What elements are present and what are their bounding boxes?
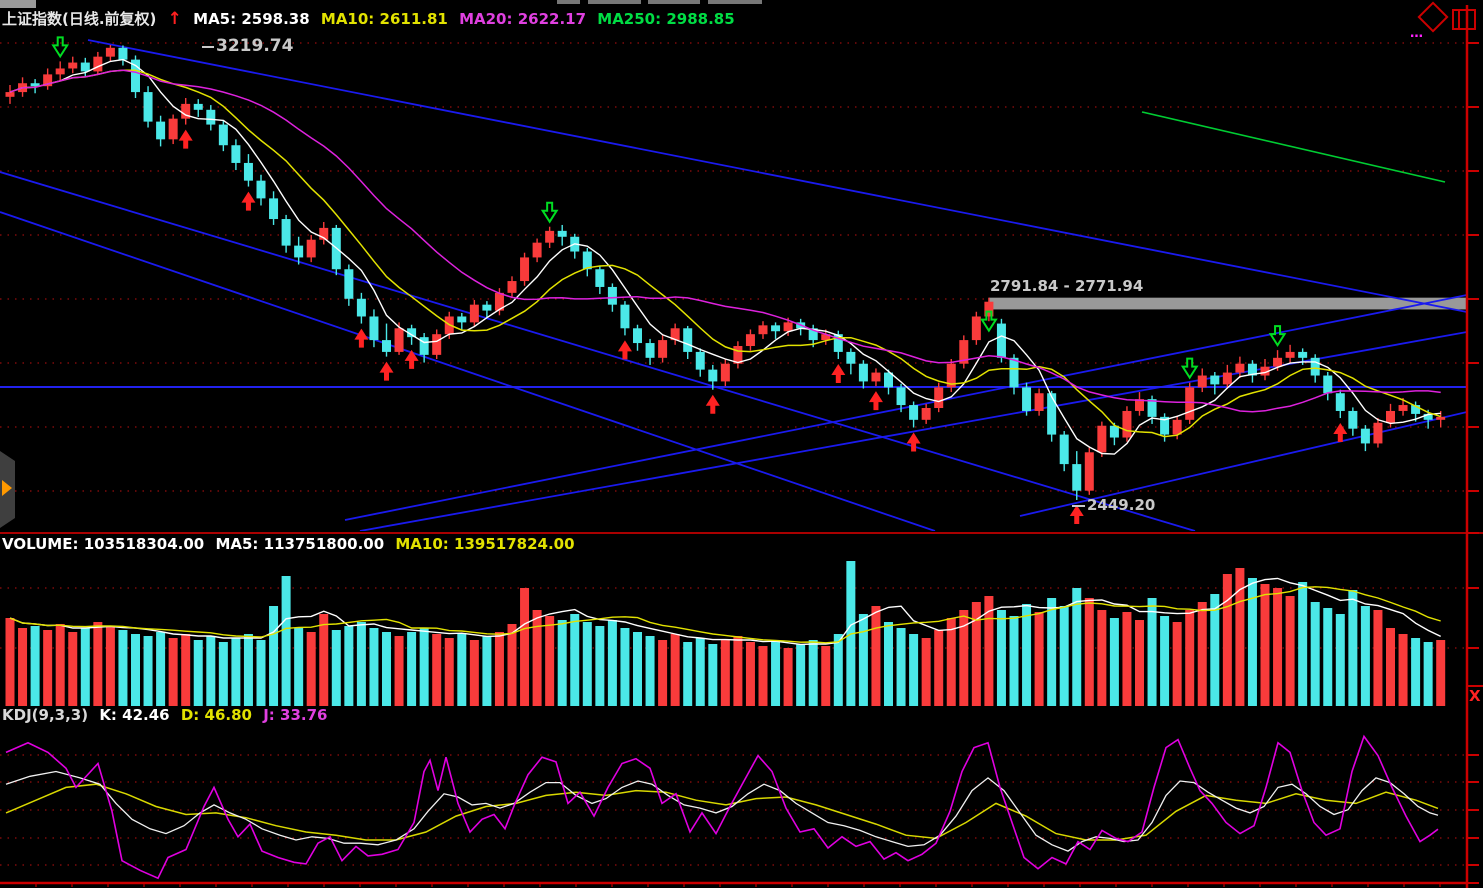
kdj-header: KDJ(9,3,3) K: 42.46 D: 46.80 J: 33.76	[2, 706, 333, 724]
volume-ma5-value: MA5: 113751800.00	[215, 535, 385, 553]
close-pane-button[interactable]: X	[1469, 687, 1481, 705]
ma250-value: MA250: 2988.85	[597, 10, 735, 28]
main-chart-header: 上证指数(日线.前复权) ↑ MA5: 2598.38 MA10: 2611.8…	[2, 8, 741, 29]
split-pane-icon[interactable]	[1452, 9, 1476, 30]
up-arrow-icon: ↑	[167, 9, 182, 29]
window-edge-fragment	[557, 0, 580, 4]
window-edge-fragment	[648, 0, 700, 4]
window-edge-fragment	[708, 0, 762, 4]
kdj-j-value: J: 33.76	[263, 706, 328, 724]
sidebar-expand-tab[interactable]	[0, 451, 15, 528]
kdj-name: KDJ(9,3,3)	[2, 706, 89, 724]
ma5-value: MA5: 2598.38	[193, 10, 310, 28]
low-price-label: 2449.20	[1072, 496, 1155, 514]
gap-price-label: 2791.84 - 2771.94	[990, 277, 1144, 295]
toolbar-icons: …	[1404, 0, 1483, 40]
expand-arrow-icon	[2, 480, 12, 496]
kdj-k-value: K: 42.46	[99, 706, 170, 724]
volume-header: VOLUME: 103518304.00 MA5: 113751800.00 M…	[2, 535, 581, 553]
peak-price-label: 3219.74	[216, 36, 294, 56]
window-edge-fragment	[0, 0, 36, 8]
more-options-icon[interactable]: …	[1410, 26, 1427, 41]
symbol-title: 上证指数(日线.前复权)	[2, 10, 157, 28]
ma20-value: MA20: 2622.17	[459, 10, 587, 28]
volume-ma10-value: MA10: 139517824.00	[395, 535, 575, 553]
ma10-value: MA10: 2611.81	[320, 10, 448, 28]
window-edge-fragment	[588, 0, 641, 4]
kdj-d-value: D: 46.80	[180, 706, 252, 724]
volume-value: VOLUME: 103518304.00	[2, 535, 205, 553]
